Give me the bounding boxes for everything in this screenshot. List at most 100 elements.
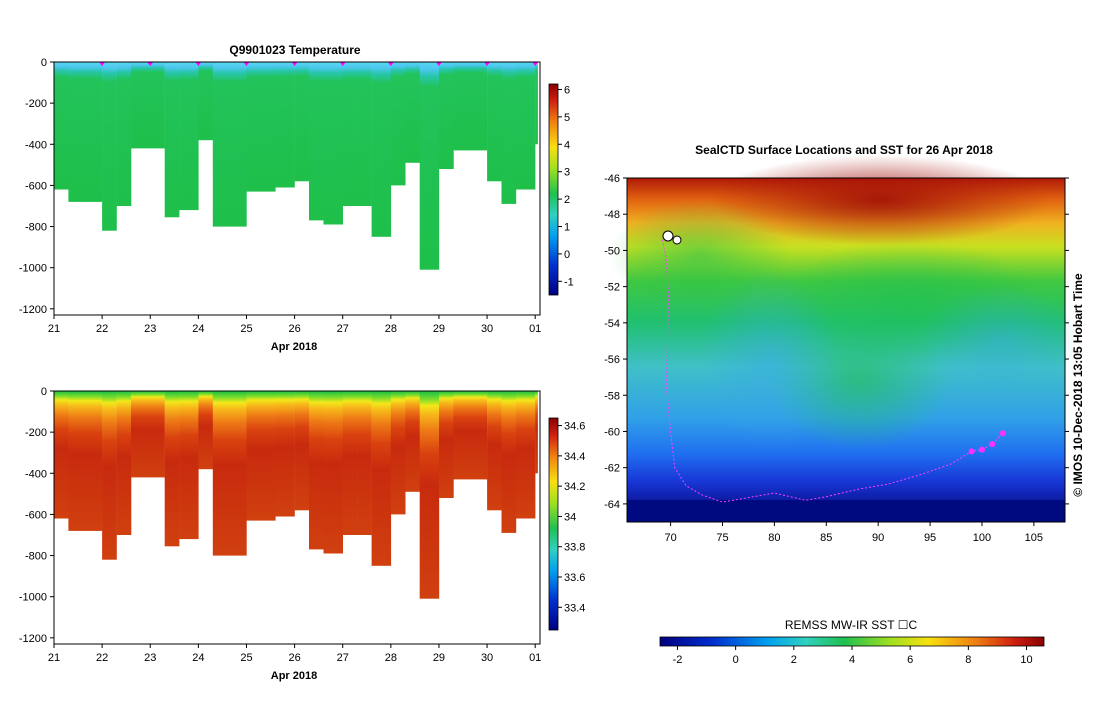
y-tick-label: -1000 (19, 263, 47, 275)
colorbar-tick-label: 34 (564, 511, 576, 523)
lon-tick-label: 70 (664, 532, 676, 544)
profile-column (515, 391, 536, 519)
colorbar-tick-label: 4 (564, 139, 570, 151)
seal-location (968, 448, 975, 455)
y-tick-label: -800 (25, 551, 47, 563)
profile-column (342, 62, 358, 206)
y-tick-label: -600 (25, 509, 47, 521)
x-tick-label: 25 (240, 323, 252, 335)
lon-tick-label: 105 (1025, 532, 1043, 544)
temperature-profiles (54, 62, 538, 270)
sst-map-frame (626, 177, 1066, 523)
x-tick-label: 23 (144, 323, 156, 335)
profile-column (68, 62, 84, 202)
profile-column (453, 62, 469, 151)
seal-location (999, 430, 1006, 437)
temperature-colorbar (548, 83, 559, 296)
colorbar-tick-label: 5 (564, 112, 570, 124)
profile-column (535, 62, 538, 145)
profile-column (357, 62, 372, 206)
profile-column (309, 391, 324, 550)
surface-marker (339, 62, 346, 66)
profile-column (371, 62, 392, 237)
profile-column (198, 62, 214, 141)
profile-column (342, 391, 358, 535)
profile-column (131, 391, 151, 478)
profile-column (82, 62, 103, 202)
x-tick-label: 29 (433, 652, 445, 664)
x-tick-label: 23 (144, 652, 156, 664)
profile-column (390, 391, 406, 515)
profile-column (357, 391, 372, 535)
seal-start-marker (662, 230, 682, 245)
y-tick-label: -600 (25, 180, 47, 192)
profile-column (260, 62, 276, 192)
surface-marker (147, 62, 154, 66)
profile-column (323, 62, 343, 225)
profile-column (467, 391, 488, 480)
profile-column (164, 391, 180, 547)
salinity-colorbar (548, 417, 559, 631)
lon-tick-label: 100 (973, 532, 991, 544)
y-tick-label: 0 (41, 57, 47, 69)
imos-timestamp: © IMOS 10-Dec-2018 13:05 Hobart Time (1071, 273, 1085, 497)
temperature-x-label: Apr 2018 (271, 341, 317, 353)
x-tick-label: 26 (288, 323, 300, 335)
profile-column (275, 391, 295, 517)
x-tick-label: 30 (481, 323, 493, 335)
sst-colorbar-tick-label: 10 (1020, 654, 1032, 666)
sst-colorbar-tick-label: 6 (907, 654, 913, 666)
x-tick-label: 28 (385, 652, 397, 664)
profile-column (227, 391, 247, 556)
colorbar-tick-label: 1 (564, 221, 570, 233)
seal-recent-locations (968, 430, 1006, 455)
profile-column (102, 62, 117, 231)
surface-marker (387, 62, 394, 66)
colorbar-tick-label: 33.6 (564, 572, 585, 584)
salinity-colorbar-ticks: 34.6 34.4 34.2 34 33.8 33.6 33.4 (558, 421, 585, 614)
x-tick-label: 24 (192, 652, 204, 664)
profile-column (371, 391, 392, 566)
profile-column (212, 391, 228, 556)
profile-column (405, 391, 420, 492)
sst-field (610, 155, 1080, 522)
temperature-plot-title: Q9901023 Temperature (229, 43, 361, 57)
lon-tick-label: 80 (768, 532, 780, 544)
lat-tick-label: -58 (604, 390, 620, 402)
sst-map-title: SealCTD Surface Locations and SST for 26… (695, 143, 993, 157)
x-tick-label: 21 (48, 323, 60, 335)
profile-column (102, 391, 117, 560)
profile-column (179, 391, 199, 540)
surface-marker (435, 62, 442, 66)
salinity-y-axis: 0 -200 -400 -600 -800 -1000 -1200 (19, 386, 54, 645)
y-tick-label: -400 (25, 139, 47, 151)
temperature-y-axis: 0 -200 -400 -600 -800 -1000 -1200 (19, 57, 54, 316)
lat-tick-label: -64 (604, 499, 620, 511)
profile-column (390, 62, 406, 186)
profile-column (68, 391, 84, 531)
profile-column (501, 62, 517, 204)
x-tick-label: 29 (433, 323, 445, 335)
x-tick-label: 01 (529, 323, 541, 335)
profile-column (150, 391, 165, 478)
profile-column (227, 62, 247, 227)
x-tick-label: 22 (96, 652, 108, 664)
y-tick-label: -800 (25, 222, 47, 234)
salinity-section-plot: 0 -200 -400 -600 -800 -1000 -1200 21 22 23 24 25 26… (19, 386, 586, 682)
x-tick-label: 22 (96, 323, 108, 335)
y-tick-label: 0 (41, 386, 47, 398)
profile-column (309, 62, 324, 221)
salinity-x-label: Apr 2018 (271, 670, 317, 682)
sst-colorbar-tick-label: 2 (791, 654, 797, 666)
x-tick-label: 24 (192, 323, 204, 335)
surface-marker (291, 62, 298, 66)
sst-colorbar-tick-label: 8 (965, 654, 971, 666)
profile-column (275, 62, 295, 188)
y-tick-label: -200 (25, 98, 47, 110)
y-tick-label: -1200 (19, 304, 47, 316)
profile-column (82, 391, 103, 531)
x-tick-label: 01 (529, 652, 541, 664)
sst-colorbar (659, 636, 1045, 647)
profile-column (198, 391, 214, 470)
